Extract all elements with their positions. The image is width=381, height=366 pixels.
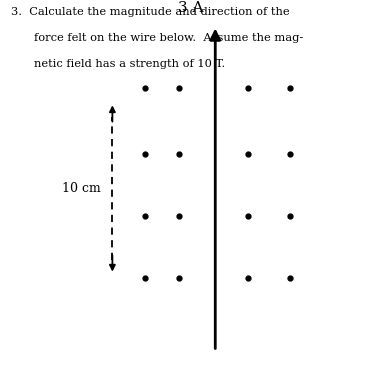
Text: 3.  Calculate the magnitude and direction of the: 3. Calculate the magnitude and direction… xyxy=(11,7,290,17)
Text: netic field has a strength of 10 T.: netic field has a strength of 10 T. xyxy=(34,59,226,68)
Text: force felt on the wire below.  Assume the mag-: force felt on the wire below. Assume the… xyxy=(34,33,304,43)
Text: 10 cm: 10 cm xyxy=(62,182,101,195)
Text: 3 A: 3 A xyxy=(178,1,203,15)
